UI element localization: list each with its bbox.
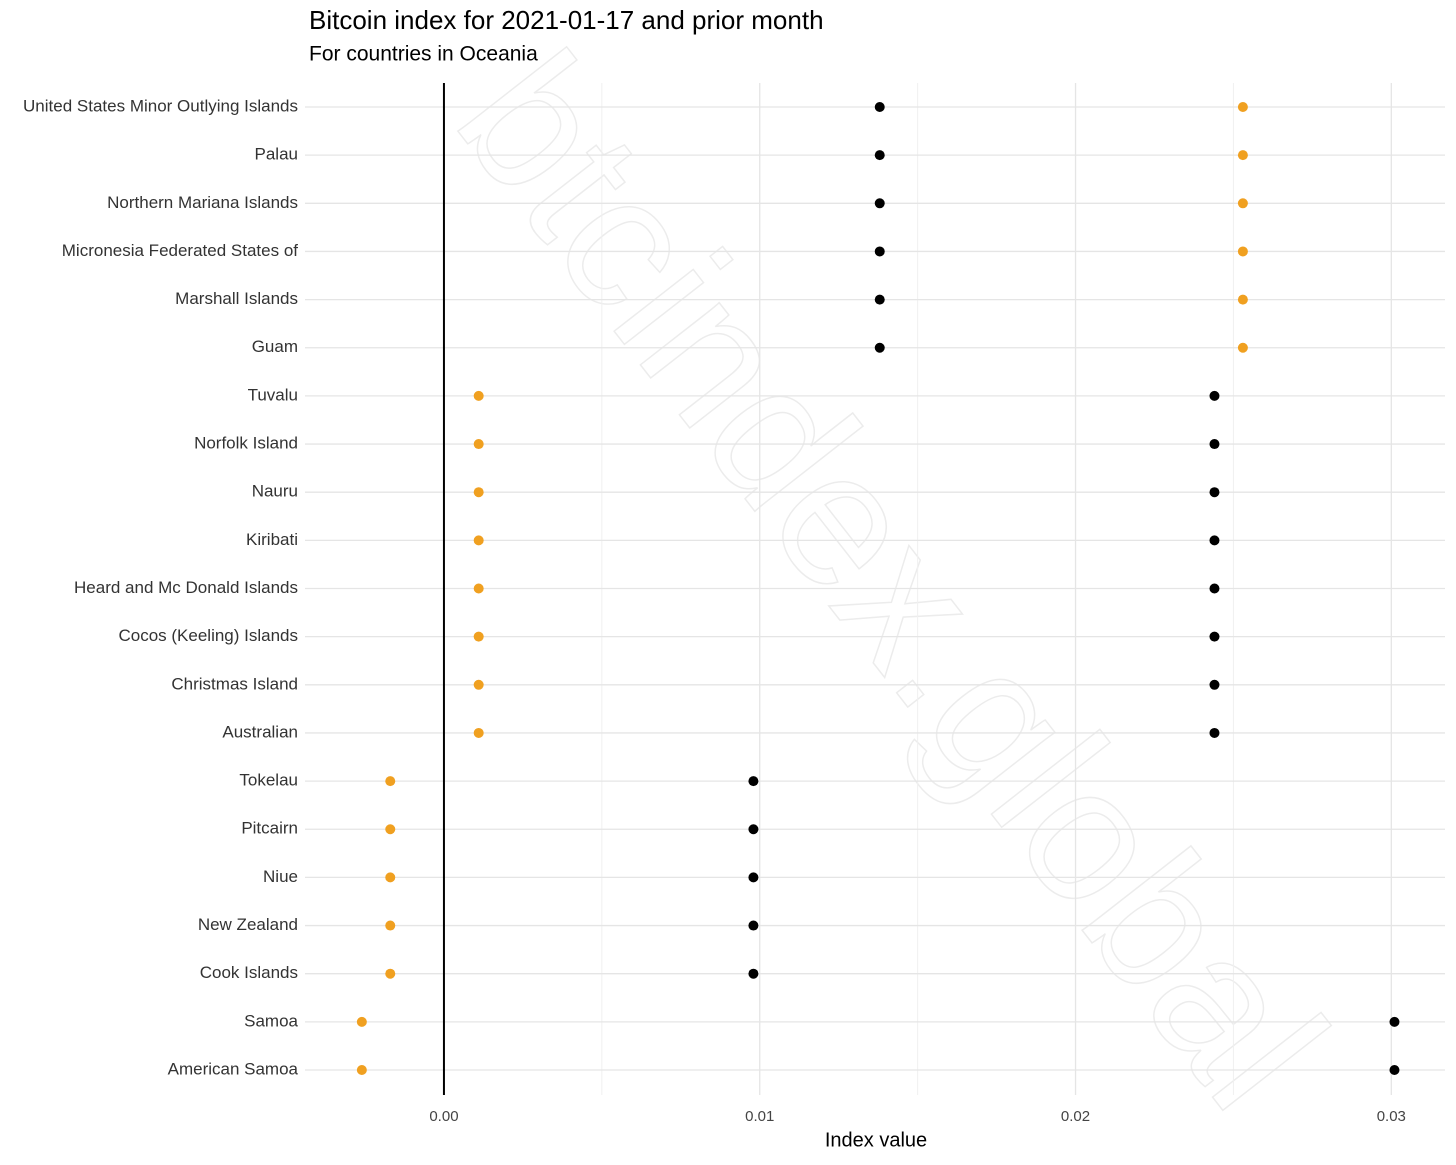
dot xyxy=(473,390,484,401)
dot xyxy=(1237,294,1248,305)
x-tick-label: 0.00 xyxy=(429,1108,458,1125)
dot xyxy=(1389,1016,1400,1027)
dot xyxy=(1209,487,1220,498)
y-tick-label: Niue xyxy=(263,867,298,886)
y-tick-label: Marshall Islands xyxy=(175,289,298,308)
y-tick-label: American Samoa xyxy=(168,1059,299,1078)
dot xyxy=(473,631,484,642)
y-tick-label: Cook Islands xyxy=(200,963,298,982)
dot xyxy=(748,920,759,931)
dot xyxy=(385,776,396,787)
chart-title: Bitcoin index for 2021-01-17 and prior m… xyxy=(309,5,824,35)
dot xyxy=(1209,535,1220,546)
y-tick-label: United States Minor Outlying Islands xyxy=(23,96,298,115)
x-tick-label: 0.02 xyxy=(1061,1108,1090,1125)
dot xyxy=(874,342,885,353)
dot xyxy=(874,294,885,305)
dot xyxy=(1237,102,1248,112)
dot xyxy=(473,679,484,690)
dot xyxy=(1209,583,1220,594)
y-tick-label: Christmas Island xyxy=(171,674,298,693)
x-tick-label: 0.03 xyxy=(1377,1108,1406,1125)
dot xyxy=(385,968,396,979)
y-tick-label: Heard and Mc Donald Islands xyxy=(74,578,298,597)
dot xyxy=(356,1065,367,1075)
dot xyxy=(748,968,759,979)
y-tick-label: Cocos (Keeling) Islands xyxy=(118,626,298,645)
y-tick-label: Micronesia Federated States of xyxy=(62,241,299,260)
dot xyxy=(748,824,759,835)
y-tick-label: Palau xyxy=(255,145,298,164)
dot xyxy=(748,872,759,883)
dot xyxy=(874,150,885,161)
dot xyxy=(1237,198,1248,209)
dot xyxy=(1209,390,1220,401)
dot xyxy=(385,872,396,883)
y-tick-label: Northern Mariana Islands xyxy=(107,193,298,212)
dot xyxy=(874,102,885,112)
dot xyxy=(473,727,484,738)
chart-subtitle: For countries in Oceania xyxy=(309,43,538,66)
y-tick-label: Norfolk Island xyxy=(194,434,298,453)
dot xyxy=(473,535,484,546)
y-tick-label: Guam xyxy=(252,337,298,356)
dot xyxy=(748,776,759,787)
x-axis-title: Index value xyxy=(825,1129,927,1151)
y-tick-label: Tokelau xyxy=(239,771,298,790)
y-tick-label: New Zealand xyxy=(198,915,298,934)
dot xyxy=(1237,246,1248,257)
dot xyxy=(473,439,484,450)
x-tick-label: 0.01 xyxy=(745,1108,774,1125)
dot xyxy=(1209,439,1220,450)
dot xyxy=(1389,1065,1400,1075)
dot xyxy=(1209,631,1220,642)
watermark: btcindex.global xyxy=(418,16,1365,1145)
dot xyxy=(1209,727,1220,738)
dot xyxy=(385,920,396,931)
dot xyxy=(1237,150,1248,161)
y-tick-label: Nauru xyxy=(252,482,298,501)
dot xyxy=(1209,679,1220,690)
y-tick-label: Australian xyxy=(222,722,298,741)
dot xyxy=(1237,342,1248,353)
y-tick-label: Tuvalu xyxy=(248,385,298,404)
dot xyxy=(356,1016,367,1027)
y-tick-label: Pitcairn xyxy=(241,819,298,838)
dot xyxy=(473,583,484,594)
dot xyxy=(874,246,885,257)
y-tick-label: Samoa xyxy=(244,1011,298,1030)
dot xyxy=(874,198,885,209)
dot xyxy=(385,824,396,835)
dot xyxy=(473,487,484,498)
y-tick-label: Kiribati xyxy=(246,530,298,549)
